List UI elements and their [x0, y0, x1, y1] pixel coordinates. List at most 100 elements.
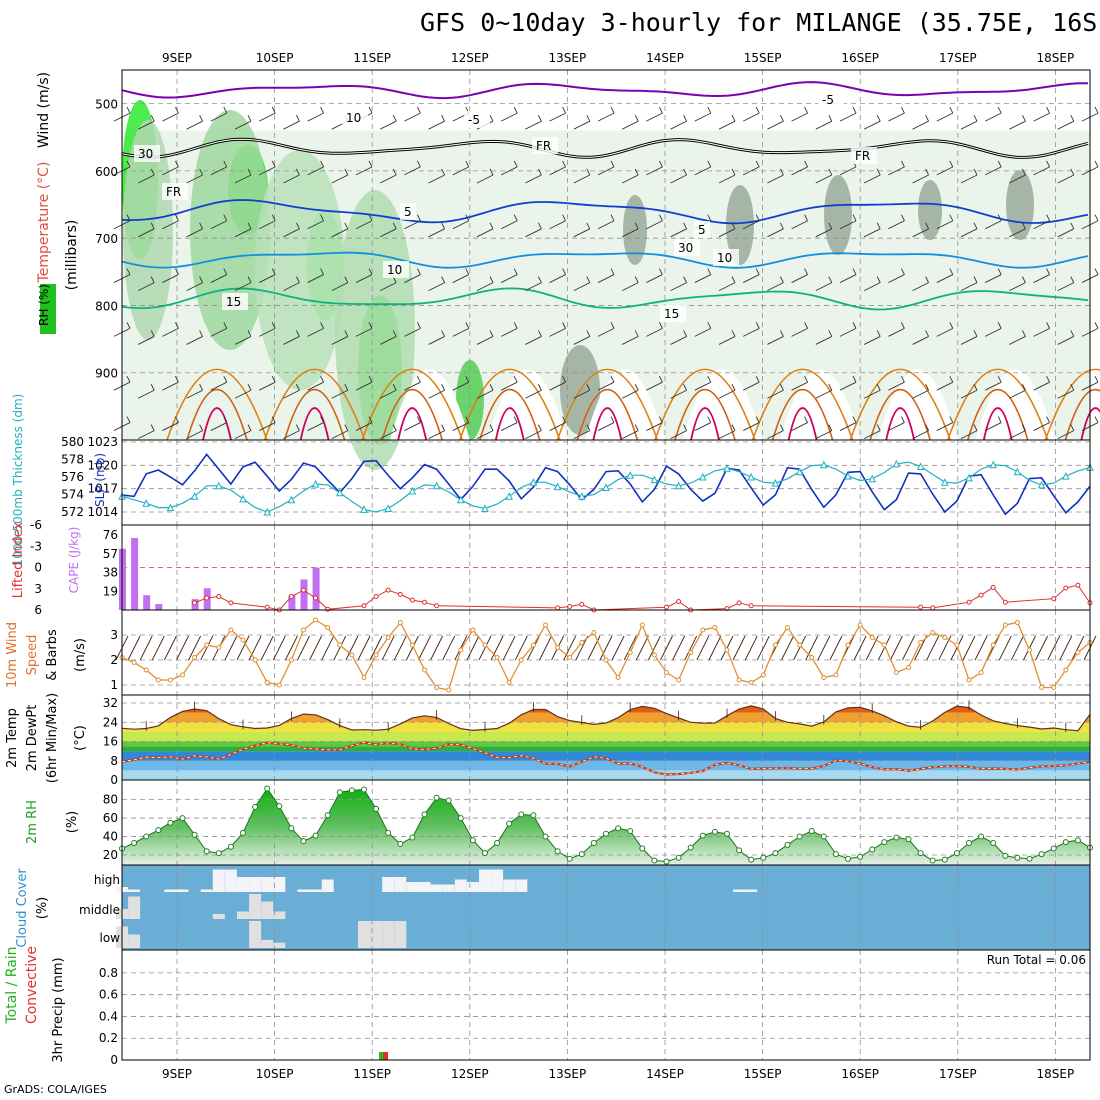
wind-barb — [912, 120, 929, 130]
wind-barb-flag — [804, 160, 809, 168]
thickness-marker — [940, 478, 949, 486]
surface-wind-barb — [418, 635, 431, 661]
wind-barb — [137, 430, 155, 440]
wind-barb-flag — [658, 375, 663, 383]
cape-bar — [300, 579, 308, 610]
bottom-day-label: 12SEP — [451, 1067, 489, 1081]
wind-barb-flag — [997, 375, 1002, 383]
wind-barb-flag — [1046, 214, 1051, 221]
wind-barb — [162, 327, 179, 337]
wind-barb — [863, 336, 881, 345]
wind-barb-flag — [199, 168, 204, 176]
contour-label: 30 — [678, 241, 693, 255]
thickness-marker — [432, 481, 441, 490]
wind-barb-flag — [344, 424, 349, 431]
page-title: GFS 0~10day 3-hourly for MILANGE (35.75E… — [420, 8, 1100, 37]
wind-barb-flag — [174, 416, 179, 423]
isotherm-25 — [186, 389, 248, 441]
wind-barb-flag — [465, 214, 470, 221]
wind-barb-flag — [707, 416, 712, 423]
wind-barb-flag — [271, 268, 276, 275]
wind-speed-marker — [1075, 650, 1081, 655]
wind-barb — [670, 282, 687, 292]
wind-barb — [815, 430, 833, 440]
thickness-marker — [481, 504, 489, 512]
wind-speed-marker — [325, 625, 331, 630]
rh-shading-blob — [123, 120, 173, 340]
wind-barb-flag — [610, 416, 615, 423]
wind-barb — [186, 282, 203, 292]
wind-barb — [621, 430, 639, 440]
wind-speed-marker — [349, 652, 355, 658]
surface-wind-barb — [260, 635, 274, 661]
wind-speed-marker — [155, 677, 161, 683]
wind-barb — [476, 430, 494, 440]
top-day-label: 18SEP — [1037, 51, 1075, 65]
wind-speed-marker — [422, 667, 427, 673]
surface-wind-barb — [587, 635, 601, 661]
surface-wind-barb — [805, 635, 819, 661]
wind-speed-marker — [301, 627, 306, 633]
wind-barb-flag — [513, 416, 518, 423]
wind-speed-marker — [724, 647, 730, 653]
wind-barb-flag — [416, 322, 421, 329]
wind-barb-flag — [320, 268, 325, 275]
wind-barb-flag — [731, 276, 736, 283]
contour-label-bg — [400, 203, 416, 220]
lifted-index-tick: 0 — [34, 561, 42, 575]
thickness-marker — [602, 483, 610, 491]
thickness-marker — [892, 459, 901, 468]
cloud-bar — [237, 877, 249, 892]
wind-barb — [162, 422, 179, 431]
wind-barb — [694, 274, 712, 283]
wind-barb-flag — [295, 330, 300, 337]
wind-barb — [791, 381, 808, 391]
wind-barb-flag — [755, 416, 760, 423]
wind-speed-marker — [627, 650, 633, 655]
rh-shading-blob — [190, 110, 270, 350]
ylabel-temperature: Temperature (°C) — [36, 162, 52, 284]
wind-barb — [863, 120, 881, 130]
wind-speed-marker — [180, 672, 185, 678]
wind-barb-flag — [973, 424, 978, 431]
rh-marker — [1050, 845, 1057, 852]
contour-label: -5 — [468, 113, 480, 127]
wind-barb — [428, 430, 445, 440]
contour-label-bg — [532, 137, 558, 154]
wind-barb — [839, 327, 857, 337]
wind-barb-flag — [537, 384, 542, 391]
wind-barb-flag — [828, 384, 833, 391]
wind-barb-flag — [731, 222, 736, 230]
wind-barb-flag — [295, 222, 300, 230]
wind-speed-marker — [676, 677, 682, 683]
surface-wind-barb — [647, 635, 661, 661]
wind-barb — [379, 336, 397, 345]
rh-marker — [348, 787, 355, 794]
cloud-bar — [515, 879, 528, 892]
wind-barb — [815, 174, 833, 184]
wind-barb-flag — [876, 276, 881, 283]
thickness-marker — [142, 499, 151, 507]
wind-barb-flag — [126, 375, 131, 383]
wind-barb-flag — [562, 214, 567, 221]
wind-barb-flag — [852, 268, 857, 275]
wind-barb-flag — [997, 160, 1002, 168]
wind-barb-flag — [1046, 106, 1051, 114]
wind-barb — [742, 422, 760, 431]
lifted-index-marker — [434, 603, 440, 609]
rh-marker — [917, 850, 924, 857]
wind-barb-flag — [562, 268, 567, 275]
wind-speed-marker — [131, 660, 137, 665]
wind-barb — [815, 228, 833, 238]
ylabel-thickness: 1000-500mb Thickness (dm) — [11, 394, 25, 567]
wind-barb — [791, 220, 808, 230]
wind-barb — [525, 430, 542, 440]
wind-barb — [137, 174, 155, 184]
wind-barb-flag — [344, 222, 349, 230]
thickness-marker — [674, 481, 683, 490]
lifted-index-marker — [204, 595, 210, 601]
surface-wind-barb — [176, 635, 189, 661]
wind-speed-marker — [700, 627, 706, 633]
temp-tick: 16 — [103, 735, 118, 749]
wind-barb-flag — [779, 222, 784, 230]
